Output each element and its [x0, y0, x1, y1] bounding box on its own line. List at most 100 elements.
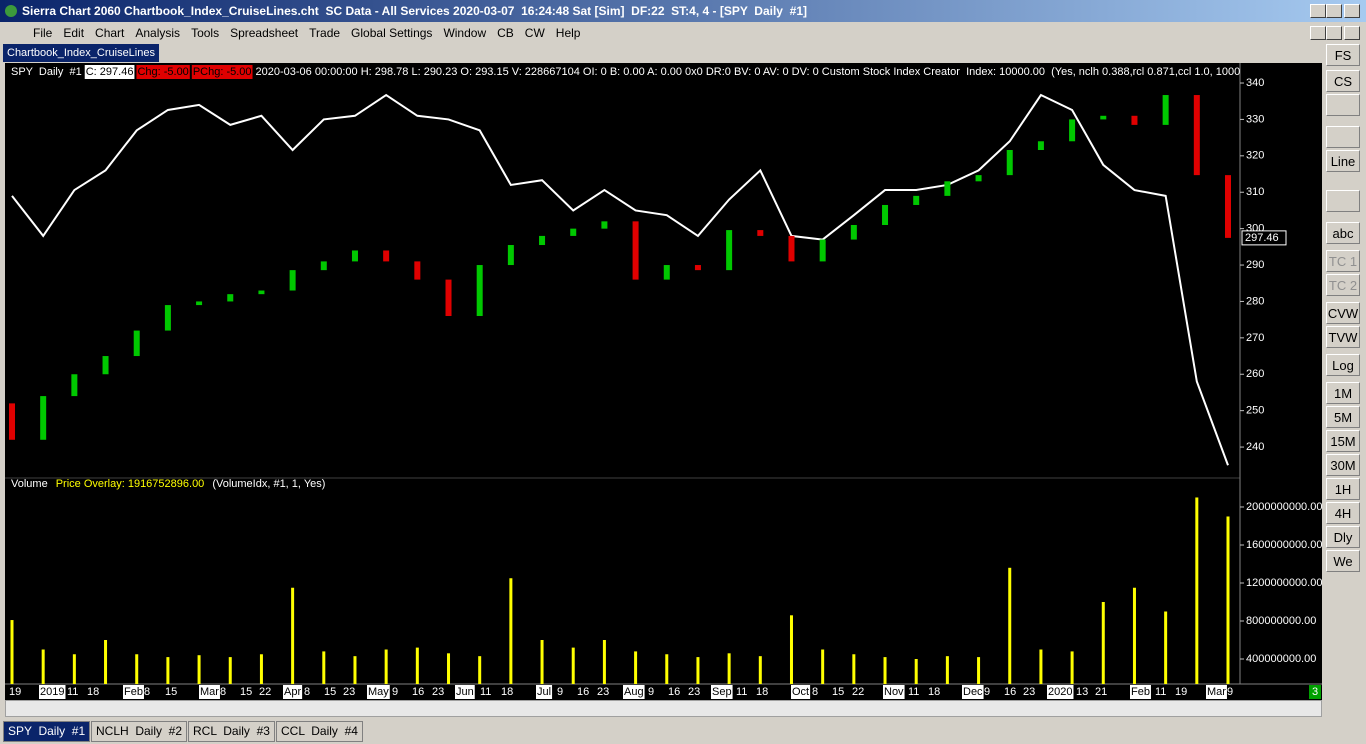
header-bg: [191, 65, 253, 79]
volume-bar: [1008, 567, 1012, 684]
x-tick-bg: [623, 685, 645, 699]
child-restore[interactable]: [1326, 26, 1342, 40]
chart-tab[interactable]: SPY Daily #1: [3, 721, 91, 742]
candle-body: [196, 301, 203, 306]
menu-item[interactable]: Trade: [309, 26, 341, 40]
toolbar-button[interactable]: We: [1326, 550, 1360, 572]
volume-bar: [852, 654, 856, 684]
candle-body: [663, 265, 670, 280]
child-minimize[interactable]: [1310, 26, 1326, 40]
toolbar-button[interactable]: 30M: [1326, 454, 1360, 476]
chart-tab[interactable]: RCL Daily #3: [188, 721, 275, 742]
toolbar-icon-button[interactable]: [1326, 190, 1360, 212]
toolbar-button[interactable]: TC 2: [1326, 274, 1360, 296]
x-tick-label: 16: [577, 686, 589, 698]
volume-tick-label: 1200000000.00: [1246, 577, 1322, 589]
volume-bar: [821, 649, 825, 684]
menu-item[interactable]: CB: [497, 26, 514, 40]
toolbar-button[interactable]: 5M: [1326, 406, 1360, 428]
x-tick-label: 9: [984, 686, 990, 698]
volume-header-info: (VolumeIdx, #1, 1, Yes): [212, 478, 325, 490]
toolbar-button[interactable]: 1H: [1326, 478, 1360, 500]
menu-item[interactable]: Analysis: [135, 26, 181, 40]
close-button[interactable]: [1344, 4, 1360, 18]
menu-item[interactable]: CW: [524, 26, 545, 40]
toolbar-button[interactable]: abc: [1326, 222, 1360, 244]
price-marker-bg: [1241, 230, 1287, 246]
title-bar: Sierra Chart 2060 Chartbook_Index_Cruise…: [0, 0, 1366, 22]
menu-item[interactable]: File: [33, 26, 53, 40]
x-tick-label: 8: [812, 686, 818, 698]
candle-body: [164, 305, 171, 331]
toolbar-button[interactable]: TC 1: [1326, 250, 1360, 272]
x-tick-label: Apr: [284, 686, 301, 698]
x-tick-label: 15: [832, 686, 844, 698]
x-tick-label: 9: [557, 686, 563, 698]
menu-item[interactable]: Help: [555, 26, 581, 40]
volume-bar: [166, 657, 170, 684]
menu-item[interactable]: Window: [443, 26, 487, 40]
volume-bar: [197, 655, 201, 684]
menu-item[interactable]: Global Settings: [351, 26, 433, 40]
x-tick-bg: [962, 685, 984, 699]
x-tick-label: 15: [240, 686, 252, 698]
toolbar-button[interactable]: Dly: [1326, 526, 1360, 548]
volume-bar: [384, 649, 388, 684]
toolbar-button[interactable]: CVW: [1326, 302, 1360, 324]
toolbar-icon-button[interactable]: [1326, 126, 1360, 148]
x-tick-label: 11: [480, 686, 491, 698]
y-tick-label: 270: [1246, 332, 1264, 344]
x-tick-label: 16: [668, 686, 680, 698]
chartbook-tab[interactable]: Chartbook_Index_CruiseLines: [3, 44, 159, 62]
candle-body: [227, 294, 234, 302]
scrollbar[interactable]: [5, 700, 1322, 717]
x-tick-label: 21: [1095, 686, 1107, 698]
minimize-button[interactable]: [1310, 4, 1326, 18]
volume-bar: [353, 656, 357, 684]
x-tick-label: 23: [688, 686, 700, 698]
toolbar-button[interactable]: Log: [1326, 354, 1360, 376]
chart: 2402502602702802903003103203303404000000…: [5, 63, 1322, 700]
toolbar-button[interactable]: FS: [1326, 44, 1360, 66]
menu-item[interactable]: Spreadsheet: [230, 26, 299, 40]
x-tick-bg: [1047, 685, 1074, 699]
volume-tick-label: 400000000.00: [1246, 653, 1316, 665]
volume-bar: [322, 651, 326, 684]
x-tick-label: 8: [304, 686, 310, 698]
x-tick-bg: [711, 685, 733, 699]
menu-item[interactable]: Edit: [63, 26, 85, 40]
x-tick-bg: [1130, 685, 1151, 699]
toolbar-button[interactable]: 1M: [1326, 382, 1360, 404]
toolbar-icon-button[interactable]: [1326, 94, 1360, 116]
x-tick-label: 23: [597, 686, 609, 698]
candle-body: [476, 265, 483, 317]
y-tick-label: 250: [1246, 405, 1264, 417]
x-tick-label: 23: [432, 686, 444, 698]
header-bg: [136, 65, 190, 79]
y-tick-label: 280: [1246, 295, 1264, 307]
x-tick-label: 11: [1155, 686, 1166, 698]
menu-item[interactable]: Chart: [95, 26, 125, 40]
toolbar-button[interactable]: CS: [1326, 70, 1360, 92]
toolbar-button[interactable]: Line: [1326, 150, 1360, 172]
toolbar-button[interactable]: 15M: [1326, 430, 1360, 452]
candle-body: [570, 228, 577, 236]
y-tick-label: 310: [1246, 186, 1264, 198]
candle-body: [9, 403, 15, 440]
toolbar: FS CS Line abc TC 1 TC 2 CVW TVW Log 1M 5M 15M 30M 1H…: [1325, 44, 1363, 704]
chart-tab[interactable]: NCLH Daily #2: [91, 721, 188, 742]
x-tick-label: 13: [1076, 686, 1088, 698]
toolbar-button[interactable]: 4H: [1326, 502, 1360, 524]
candle-body: [71, 374, 78, 397]
candle-body: [788, 235, 795, 262]
volume-header-overlay: Price Overlay: 1916752896.00: [56, 478, 205, 490]
chart-tab[interactable]: CCL Daily #4: [276, 721, 363, 742]
toolbar-button[interactable]: TVW: [1326, 326, 1360, 348]
x-tick-bg: [883, 685, 905, 699]
x-tick-bg: [367, 685, 390, 699]
child-close[interactable]: [1344, 26, 1360, 40]
maximize-button[interactable]: [1326, 4, 1342, 18]
volume-bar: [945, 656, 949, 684]
menu-item[interactable]: Tools: [191, 26, 220, 40]
